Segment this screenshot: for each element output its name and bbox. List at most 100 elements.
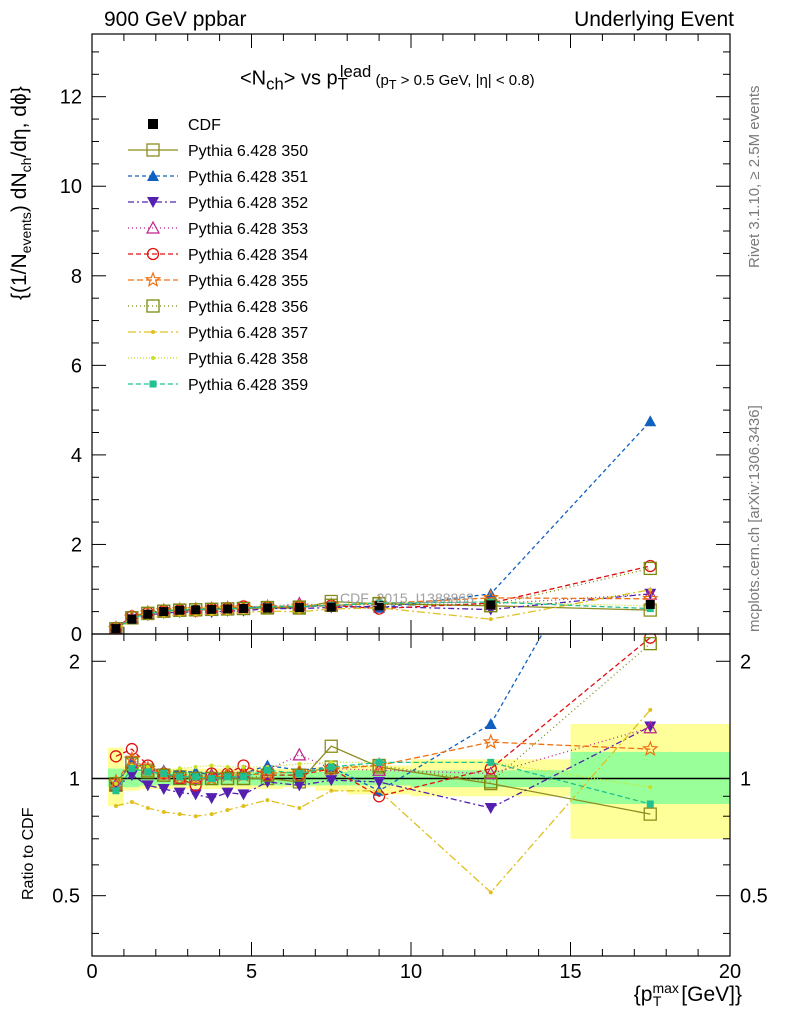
ratio-point: [220, 771, 235, 786]
ratio-point: [141, 780, 154, 792]
ratio-point: [484, 775, 498, 789]
ratio-point: [240, 773, 248, 781]
ratio-point: [292, 747, 307, 761]
ratio-point: [145, 765, 150, 770]
ratio-point: [144, 768, 152, 776]
main-point: [488, 617, 493, 622]
ratio-point: [209, 812, 214, 817]
ratio-line-3: [115, 727, 651, 786]
main-y-tick-label: 4: [71, 445, 82, 467]
main-y-tick-label: 6: [71, 355, 82, 377]
ratio-point: [295, 769, 303, 777]
main-point: [648, 587, 653, 592]
data-point: [207, 604, 217, 614]
ratio-point: [642, 740, 659, 757]
ratio-point: [177, 812, 182, 817]
rivet-version-label: Rivet 3.1.10, ≥ 2.5M events: [746, 85, 763, 269]
main-point: [643, 586, 658, 600]
header-left-label: 900 GeV ppbar: [104, 8, 247, 31]
x-tick-label: 15: [559, 961, 581, 983]
legend: CDF Pythia 6.428 350 Pythia 6.428 351 Pythi…: [128, 117, 308, 394]
data-point: [486, 600, 496, 610]
mcplots-reference-label: mcplots.cern.ch [arXiv:1306.3436]: [746, 405, 763, 632]
legend-label: Pythia 6.428 352: [188, 195, 308, 212]
main-series-group: [107, 415, 659, 634]
ratio-point: [192, 773, 200, 781]
ratio-point: [224, 773, 232, 781]
ratio-point: [193, 814, 198, 819]
ratio-point: [241, 803, 246, 808]
ratio-tick-label: 0.5: [52, 886, 80, 908]
ratio-point: [112, 787, 120, 795]
ratio-point: [145, 805, 150, 810]
legend-label: Pythia 6.428 355: [188, 273, 308, 290]
ratio-point: [157, 783, 170, 795]
header-right-label: Underlying Event: [574, 8, 734, 31]
ratio-line-7: [115, 709, 651, 894]
ratio-point: [236, 771, 251, 786]
data-point: [262, 603, 272, 613]
analysis-watermark: CDF_2015_I1388868: [340, 590, 474, 606]
legend-marker-data: [148, 119, 158, 129]
ratio-point: [209, 763, 214, 768]
ratio-y-axis-label: Ratio to CDF: [20, 807, 37, 900]
ratio-point: [644, 721, 657, 733]
legend-label: Pythia 6.428 358: [188, 351, 308, 368]
main-point: [260, 600, 275, 615]
ratio-point: [241, 765, 246, 770]
ratio-tick-label-right: 2: [740, 651, 751, 673]
ratio-point: [297, 805, 302, 810]
legend-label: Pythia 6.428 359: [188, 377, 308, 394]
legend-marker: [149, 380, 157, 388]
ratio-point: [123, 750, 141, 767]
ratio-point: [113, 803, 118, 808]
ratio-point: [189, 789, 202, 801]
ratio-series-group: [107, 634, 659, 895]
ratio-point: [329, 788, 334, 793]
ratio-point: [125, 742, 139, 756]
legend-label: Pythia 6.428 351: [188, 169, 308, 186]
legend-marker: [151, 356, 155, 360]
ratio-point: [205, 793, 218, 805]
ratio-point: [327, 763, 335, 771]
ratio-point: [293, 780, 306, 792]
legend-marker: [147, 170, 159, 181]
main-point: [125, 611, 139, 625]
ratio-point: [125, 770, 138, 782]
ratio-point: [193, 765, 198, 770]
x-tick-label: 10: [400, 961, 422, 983]
ratio-point: [373, 776, 386, 788]
main-point: [644, 415, 657, 427]
main-y-axis-label: {(1/Nevents) dNch/dη, dϕ}: [8, 86, 35, 300]
ratio-point: [189, 771, 203, 786]
data-point: [223, 604, 233, 614]
legend-marker: [147, 197, 159, 208]
ratio-point: [109, 750, 123, 763]
main-point: [141, 606, 155, 621]
ratio-point: [173, 787, 186, 799]
main-point: [643, 561, 657, 576]
legend-label: Pythia 6.428 350: [188, 143, 308, 160]
ratio-tick-label-right: 1: [740, 768, 751, 790]
ratio-point: [375, 758, 383, 766]
ratio-tick-label: 1: [69, 768, 80, 790]
data-point: [374, 601, 384, 611]
ratio-point: [177, 766, 182, 771]
legend-label: Pythia 6.428 357: [188, 325, 308, 342]
data-point: [111, 624, 121, 634]
legend-marker: [146, 143, 160, 157]
ratio-point: [176, 773, 184, 781]
data-point: [159, 607, 169, 617]
data-point: [175, 605, 185, 615]
main-y-tick-label: 0: [71, 624, 82, 646]
ratio-point: [646, 800, 654, 808]
main-point: [644, 588, 657, 600]
ratio-point: [237, 759, 250, 772]
data-point: [326, 602, 336, 612]
ratio-point: [265, 798, 270, 803]
ratio-point: [325, 775, 338, 787]
ratio-point: [377, 788, 382, 793]
legend-marker: [151, 330, 155, 334]
x-tick-label: 0: [86, 961, 97, 983]
legend-marker: [144, 271, 162, 288]
